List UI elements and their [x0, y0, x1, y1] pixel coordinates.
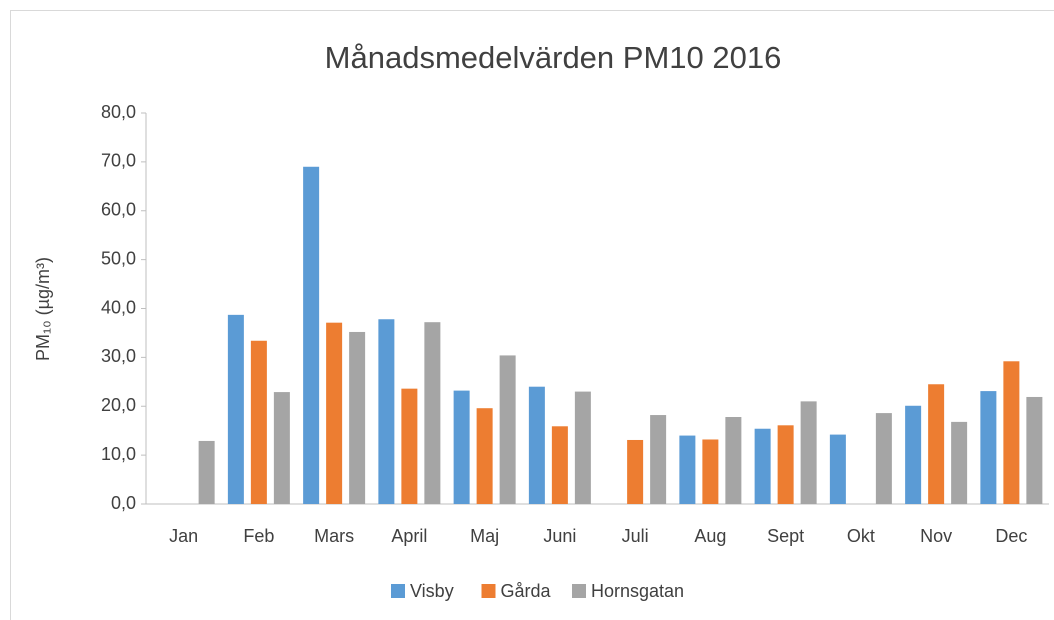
bar [303, 166, 320, 504]
bar [401, 388, 418, 504]
legend-label: Visby [410, 581, 454, 601]
y-axis-label: PM₁₀ (µg/m³) [33, 257, 53, 361]
bar [424, 322, 441, 504]
bar [679, 435, 696, 504]
y-tick-label: 20,0 [101, 395, 136, 415]
bar [928, 384, 945, 504]
x-tick-label: Juni [543, 526, 576, 546]
bar [980, 391, 997, 504]
y-tick-label: 40,0 [101, 297, 136, 317]
bar [905, 405, 922, 504]
x-tick-label: Mars [314, 526, 354, 546]
bar [499, 355, 516, 504]
x-tick-label: Okt [847, 526, 875, 546]
bar [227, 314, 244, 504]
bar [725, 417, 742, 504]
bar [378, 319, 395, 504]
bar [800, 401, 817, 504]
bar [326, 322, 343, 504]
legend-label: Hornsgatan [591, 581, 684, 601]
x-tick-label: Sept [767, 526, 804, 546]
bar [754, 428, 771, 504]
y-tick-label: 0,0 [111, 493, 136, 513]
y-tick-label: 10,0 [101, 444, 136, 464]
x-tick-label: Nov [920, 526, 952, 546]
bar [453, 390, 470, 504]
bar [551, 426, 568, 504]
bar [777, 425, 794, 504]
bar [829, 434, 846, 504]
bar [650, 415, 667, 504]
legend-swatch [572, 584, 586, 598]
bar [476, 408, 493, 504]
bar [1003, 361, 1020, 504]
y-tick-label: 80,0 [101, 102, 136, 122]
x-tick-label: Jan [169, 526, 198, 546]
bar [273, 392, 290, 504]
x-tick-label: Feb [243, 526, 274, 546]
y-tick-label: 50,0 [101, 248, 136, 268]
bar [875, 413, 892, 504]
legend-label: Gårda [501, 581, 552, 601]
bar [627, 439, 644, 504]
bar [250, 340, 267, 504]
legend-swatch [481, 584, 496, 598]
legend-swatch [391, 584, 405, 598]
x-tick-label: Juli [622, 526, 649, 546]
x-tick-label: April [391, 526, 427, 546]
chart-frame [10, 10, 1054, 620]
bar [198, 440, 215, 504]
bar [528, 386, 545, 504]
bar [702, 439, 719, 504]
bar [951, 421, 968, 504]
x-tick-label: Dec [995, 526, 1027, 546]
y-tick-label: 30,0 [101, 346, 136, 366]
y-tick-label: 70,0 [101, 151, 136, 171]
bar [1026, 396, 1043, 504]
bar [574, 391, 591, 504]
x-tick-label: Maj [470, 526, 499, 546]
chart-title: Månadsmedelvärden PM10 2016 [325, 40, 782, 75]
x-tick-label: Aug [694, 526, 726, 546]
y-tick-label: 60,0 [101, 200, 136, 220]
bar [349, 331, 366, 504]
